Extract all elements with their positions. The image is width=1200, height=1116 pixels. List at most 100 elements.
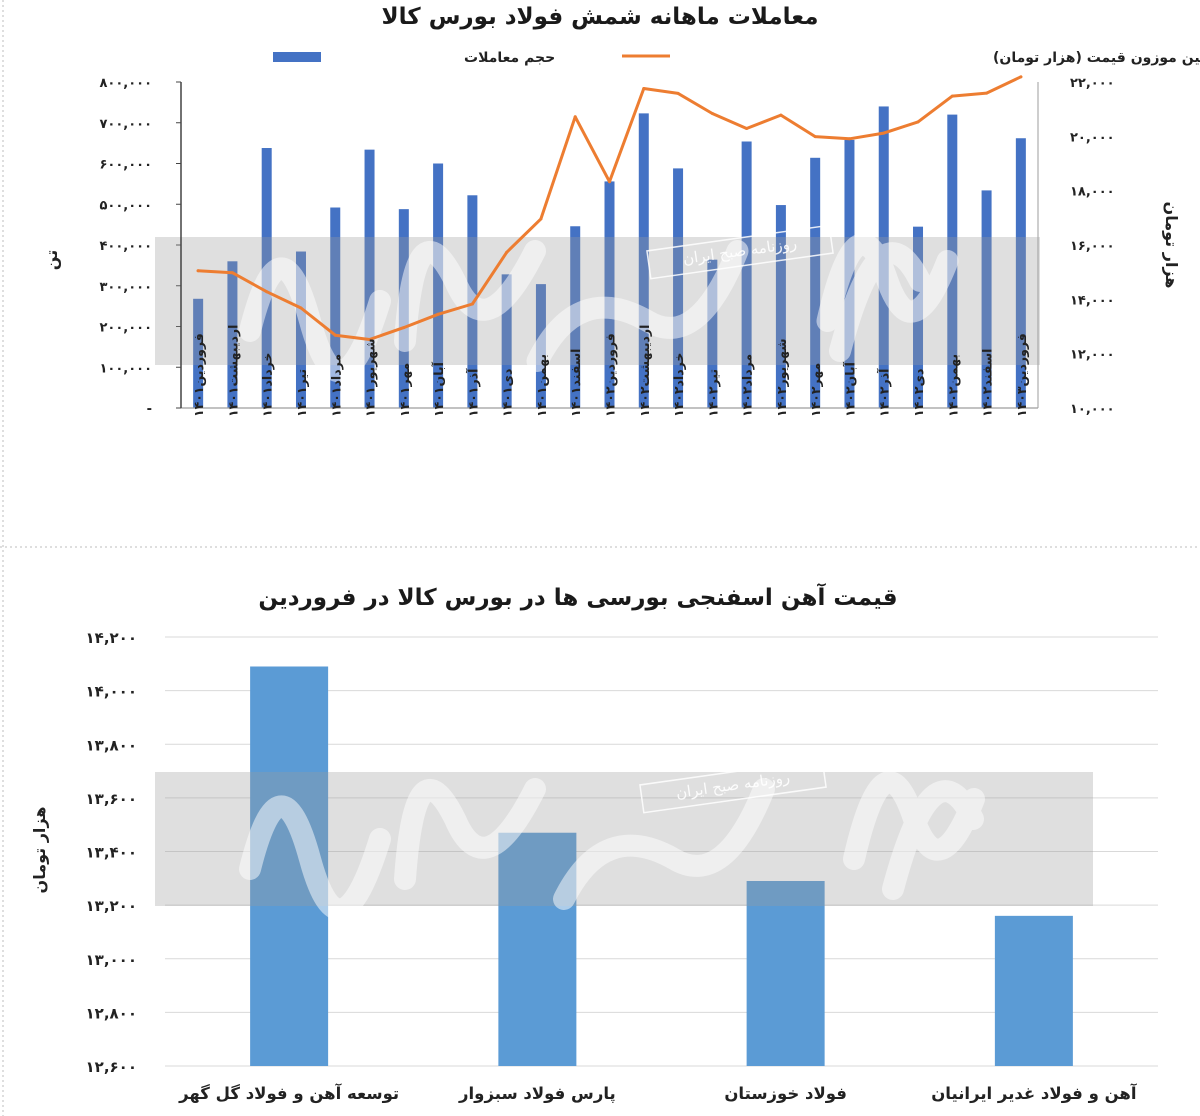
- tick-label: ۱۳,۲۰۰: [86, 897, 137, 915]
- price-bar: [498, 832, 577, 1066]
- month-label: بهمن۱۴۰۱: [534, 354, 549, 417]
- price-point: [608, 180, 611, 184]
- month-label: اردیبهشت۱۴۰۱: [225, 325, 240, 417]
- chart1-right-axis-title: هزار تومان: [1162, 202, 1181, 289]
- watermark-logo: [239, 771, 985, 921]
- month-label: مرداد۱۴۰۱: [328, 354, 343, 417]
- volume-bar: [775, 205, 786, 408]
- chart2-axis-title: هزار تومان: [30, 807, 49, 894]
- chart1-title: معاملات ماهانه شمش فولاد بورس کالا: [382, 4, 819, 30]
- price-point: [265, 290, 269, 294]
- volume-bar: [741, 141, 752, 408]
- month-label: تیر۱۴۰۱: [294, 369, 309, 417]
- tick-label: ۱۴,۲۰۰: [86, 629, 137, 647]
- left-tick-label: ۸۰۰,۰۰۰: [99, 76, 152, 91]
- month-label: فروردین۱۴۰۲: [603, 333, 618, 417]
- month-label: خرداد۱۴۰۱: [260, 353, 275, 417]
- chart2-category-labels: توسعه آهن و فولاد گل گهر پارس فولاد سبزوا…: [178, 1082, 1137, 1104]
- price-point: [505, 250, 509, 254]
- month-label: مرداد۱۴۰۲: [740, 354, 755, 417]
- right-tick-label: ۱۸,۰۰۰: [1070, 185, 1115, 200]
- price-point: [642, 87, 646, 91]
- month-label: آذر۱۴۰۲: [877, 368, 892, 417]
- month-label: شهریور۱۴۰۲: [774, 338, 789, 417]
- monthly-trades-chart: معاملات ماهانه شمش فولاد بورس کالا حجم م…: [42, 4, 1200, 417]
- left-tick-label: ۶۰۰,۰۰۰: [99, 158, 152, 173]
- volume-bar: [707, 259, 718, 408]
- volume-bar: [981, 190, 992, 408]
- chart1-category-labels: فروردین۱۴۰۱ اردیبهشت۱۴۰۱ خرداد۱۴۰۱ تیر۱۴۰۱ م…: [191, 325, 1029, 417]
- price-point: [813, 135, 817, 139]
- right-tick-label: ۱۲,۰۰۰: [1070, 348, 1115, 363]
- month-label: شهریور۱۴۰۱: [363, 338, 378, 417]
- legend-bar-swatch: [273, 52, 321, 62]
- right-tick-label: ۲۲,۰۰۰: [1070, 76, 1115, 91]
- chart1-left-axis-ticks: - ۱۰۰,۰۰۰ ۲۰۰,۰۰۰ ۳۰۰,۰۰۰ ۴۰۰,۰۰۰ ۵۰۰,۰۰۰ ۶۰۰,…: [99, 76, 181, 417]
- month-label: فروردین۱۴۰۳: [1014, 333, 1029, 417]
- company-label: فولاد خوزستان: [724, 1084, 847, 1104]
- price-point: [847, 137, 851, 141]
- price-point: [745, 126, 749, 130]
- volume-bar: [1015, 138, 1026, 409]
- month-label: مهر۱۴۰۲: [808, 363, 823, 417]
- price-point: [368, 338, 372, 342]
- chart2-axis-ticks: ۱۲,۶۰۰ ۱۲,۸۰۰ ۱۳,۰۰۰ ۱۳,۲۰۰ ۱۳,۴۰۰ ۱۳,۶۰۰ ۱۳,۸…: [86, 629, 137, 1076]
- price-point: [299, 306, 303, 310]
- sponge-iron-price-chart: قیمت آهن اسفنجی بورسی ها در بورس کالا در…: [30, 582, 1158, 1104]
- price-point: [882, 131, 886, 135]
- month-label: تیر۱۴۰۲: [705, 369, 720, 417]
- month-label: خرداد۱۴۰۲: [671, 353, 686, 417]
- chart2-bars: [250, 666, 1073, 1066]
- volume-bar: [673, 168, 684, 408]
- right-tick-label: ۱۰,۰۰۰: [1070, 402, 1115, 417]
- price-bar: [746, 880, 825, 1066]
- price-point: [573, 115, 577, 119]
- price-point: [333, 333, 337, 337]
- company-label: توسعه آهن و فولاد گل گهر: [178, 1082, 399, 1104]
- tick-label: ۱۳,۸۰۰: [86, 736, 137, 754]
- left-tick-label: ۳۰۰,۰۰۰: [99, 280, 152, 295]
- right-tick-label: ۱۴,۰۰۰: [1070, 293, 1115, 308]
- price-point: [916, 120, 920, 124]
- chart1-left-axis-title: تن: [42, 250, 61, 270]
- month-label: اردیبهشت۱۴۰۲: [637, 325, 652, 417]
- price-bar: [994, 915, 1073, 1066]
- month-label: آبان۱۴۰۱: [431, 361, 446, 417]
- left-tick-label: ۱۰۰,۰۰۰: [99, 361, 152, 376]
- price-point: [950, 94, 954, 98]
- chart2-title: قیمت آهن اسفنجی بورسی ها در بورس کالا در…: [258, 582, 897, 611]
- volume-bar: [364, 149, 375, 408]
- chart1-right-axis-ticks: ۱۰,۰۰۰ ۱۲,۰۰۰ ۱۴,۰۰۰ ۱۶,۰۰۰ ۱۸,۰۰۰ ۲۰,۰۰۰ ۲۲,۰…: [1070, 76, 1115, 417]
- watermark-logo: [239, 233, 959, 383]
- price-point: [436, 312, 440, 316]
- volume-bar: [433, 163, 444, 408]
- tick-label: ۱۳,۶۰۰: [86, 790, 137, 808]
- right-tick-label: ۲۰,۰۰۰: [1070, 130, 1115, 145]
- price-point: [779, 113, 783, 117]
- volume-bar: [501, 274, 512, 408]
- left-tick-label: ۷۰۰,۰۰۰: [99, 117, 152, 132]
- volume-bar: [810, 157, 821, 408]
- left-tick-label: ۵۰۰,۰۰۰: [99, 198, 152, 213]
- tick-label: ۱۲,۸۰۰: [86, 1004, 137, 1022]
- volume-bar: [227, 261, 238, 408]
- month-label: آذر۱۴۰۱: [465, 368, 480, 417]
- company-label: پارس فولاد سبزوار: [458, 1084, 616, 1104]
- left-tick-label: ۴۰۰,۰۰۰: [99, 239, 152, 254]
- legend-line-label: میانگین موزون قیمت (هزار تومان): [993, 49, 1200, 66]
- volume-bar: [604, 181, 615, 408]
- legend-bar-label: حجم معاملات: [464, 50, 555, 66]
- price-point: [230, 271, 234, 275]
- left-tick-label: ۲۰۰,۰۰۰: [99, 321, 152, 336]
- volume-bar: [330, 207, 341, 408]
- left-tick-label: -: [147, 402, 152, 417]
- chart1-watermark: روزنامه صبح ایران: [155, 224, 1040, 383]
- price-point: [1019, 75, 1023, 79]
- tick-label: ۱۳,۰۰۰: [86, 951, 137, 969]
- month-label: اسفند۱۴۰۲: [980, 349, 995, 417]
- month-label: دی۱۴۰۲: [911, 369, 926, 417]
- price-point: [985, 91, 989, 95]
- right-tick-label: ۱۶,۰۰۰: [1070, 239, 1115, 254]
- month-label: فروردین۱۴۰۱: [191, 333, 206, 417]
